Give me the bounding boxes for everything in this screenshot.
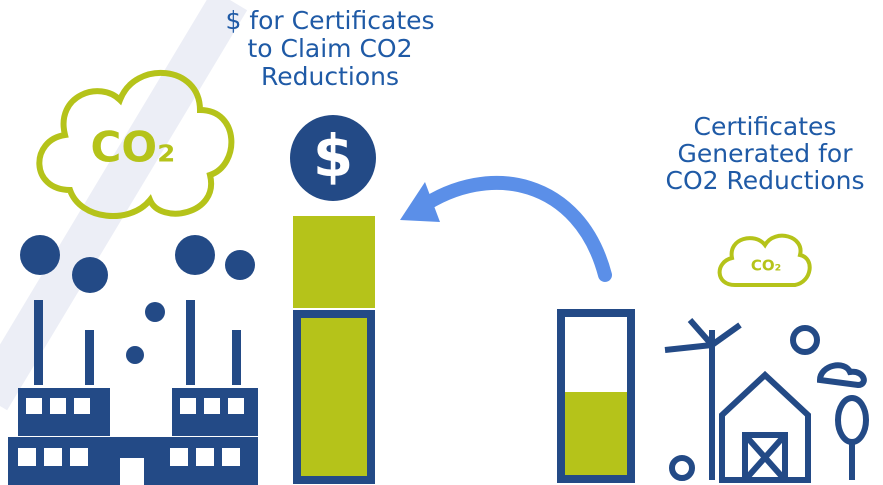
bar-fill	[565, 392, 627, 475]
bar-full	[297, 314, 371, 480]
label-line: CO2 Reductions	[666, 166, 865, 195]
certificate-block	[293, 216, 375, 308]
label-line: Reductions	[261, 62, 399, 91]
label-line: to Claim CO2	[247, 34, 412, 63]
diagram: $ for Certificates to Claim CO2 Reductio…	[0, 0, 883, 485]
right-label: Certificates Generated for CO2 Reduction…	[666, 112, 865, 195]
left-label: $ for Certificates to Claim CO2 Reductio…	[225, 6, 434, 91]
cloud-text: CO₂	[751, 257, 781, 275]
label-line: Certificates	[694, 112, 837, 141]
farm-cloud: CO₂	[720, 236, 810, 285]
arrow	[420, 183, 605, 275]
farm	[665, 320, 866, 480]
dollar-sign: $	[313, 122, 353, 190]
label-line: $ for Certificates	[225, 6, 434, 35]
factory	[8, 235, 258, 485]
cloud-text: CO₂	[91, 123, 176, 172]
label-line: Generated for	[678, 139, 854, 168]
